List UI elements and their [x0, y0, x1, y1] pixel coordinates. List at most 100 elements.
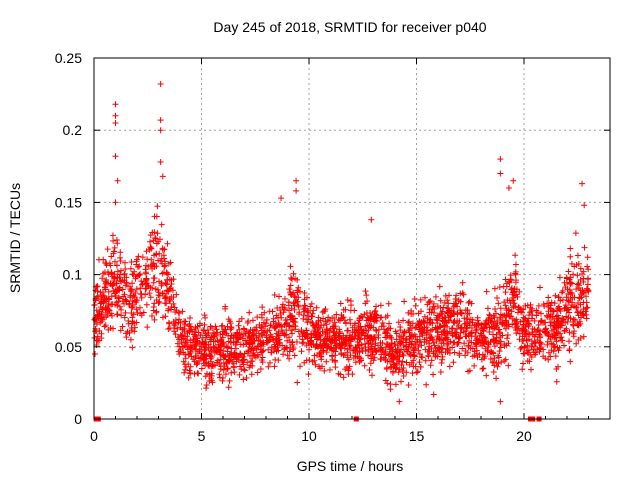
- data-point: [415, 310, 422, 317]
- data-point: [416, 321, 423, 328]
- data-point: [214, 337, 221, 344]
- data-point: [430, 339, 437, 346]
- data-point: [580, 312, 587, 319]
- data-point: [512, 324, 519, 331]
- data-point: [105, 326, 112, 333]
- data-point: [174, 340, 181, 347]
- data-point: [293, 177, 300, 184]
- x-tick-label: 15: [409, 428, 425, 444]
- data-point: [372, 307, 379, 314]
- data-point: [405, 319, 412, 326]
- data-point: [554, 329, 561, 336]
- data-point: [138, 278, 145, 285]
- data-point: [512, 261, 519, 268]
- data-point: [585, 266, 592, 273]
- data-point: [138, 281, 145, 288]
- data-point: [263, 339, 270, 346]
- data-point: [352, 344, 359, 351]
- data-point: [329, 353, 336, 360]
- data-point: [453, 292, 460, 299]
- data-point: [462, 307, 469, 314]
- data-point: [146, 290, 153, 297]
- data-point: [572, 230, 579, 237]
- data-point: [528, 308, 535, 315]
- data-point: [222, 353, 229, 360]
- data-point: [404, 348, 411, 355]
- data-point: [344, 346, 351, 353]
- data-point: [457, 290, 464, 297]
- data-point: [183, 363, 190, 370]
- data-point: [391, 341, 398, 348]
- data-point: [121, 291, 128, 298]
- data-point: [553, 334, 560, 341]
- data-point: [119, 297, 126, 304]
- data-point: [432, 352, 439, 359]
- data-point: [346, 363, 353, 370]
- data-point: [562, 284, 569, 291]
- data-point: [418, 328, 425, 335]
- data-point: [301, 330, 308, 337]
- data-point: [492, 337, 499, 344]
- data-point: [113, 262, 120, 269]
- data-point: [580, 333, 587, 340]
- data-point: [577, 265, 584, 272]
- data-point: [516, 288, 523, 295]
- data-point: [133, 319, 140, 326]
- data-point: [527, 304, 534, 311]
- data-point: [332, 364, 339, 371]
- data-point: [430, 300, 437, 307]
- data-point: [477, 339, 484, 346]
- data-point: [531, 333, 538, 340]
- data-point: [182, 355, 189, 362]
- data-point: [406, 351, 413, 358]
- data-point: [114, 302, 121, 309]
- data-point: [400, 373, 407, 380]
- data-point: [365, 327, 372, 334]
- data-point: [309, 358, 316, 365]
- data-point: [393, 360, 400, 367]
- data-point: [423, 324, 430, 331]
- data-point: [144, 324, 151, 331]
- data-point: [222, 303, 229, 310]
- data-point: [340, 374, 347, 381]
- data-point: [497, 156, 504, 163]
- data-point: [225, 316, 232, 323]
- data-point: [177, 324, 184, 331]
- data-point: [259, 304, 266, 311]
- data-point: [565, 306, 572, 313]
- data-point: [369, 348, 376, 355]
- data-point: [417, 296, 424, 303]
- data-point: [561, 279, 568, 286]
- data-point: [417, 338, 424, 345]
- data-point: [455, 322, 462, 329]
- data-point: [446, 317, 453, 324]
- data-point: [446, 292, 452, 299]
- data-point: [231, 369, 238, 376]
- data-point: [144, 282, 151, 289]
- data-point: [512, 252, 519, 259]
- data-point: [271, 363, 278, 370]
- data-point: [393, 336, 400, 343]
- data-point: [549, 307, 556, 314]
- data-point: [346, 342, 353, 349]
- data-point: [436, 336, 443, 343]
- data-point: [430, 391, 437, 398]
- data-point: [182, 366, 189, 373]
- data-point: [182, 318, 189, 325]
- data-point: [513, 291, 520, 298]
- data-point: [305, 371, 312, 378]
- data-point: [271, 291, 278, 298]
- y-tick-label: 0.15: [55, 194, 82, 210]
- data-point: [574, 309, 581, 316]
- data-point: [471, 348, 478, 355]
- data-point: [302, 303, 309, 310]
- data-point: [164, 287, 171, 294]
- data-point: [147, 294, 154, 301]
- data-point: [366, 334, 373, 341]
- data-point: [357, 355, 364, 362]
- data-point: [208, 347, 215, 354]
- data-point: [150, 307, 157, 314]
- data-point: [155, 257, 162, 264]
- data-point: [342, 306, 349, 313]
- data-point: [545, 356, 552, 363]
